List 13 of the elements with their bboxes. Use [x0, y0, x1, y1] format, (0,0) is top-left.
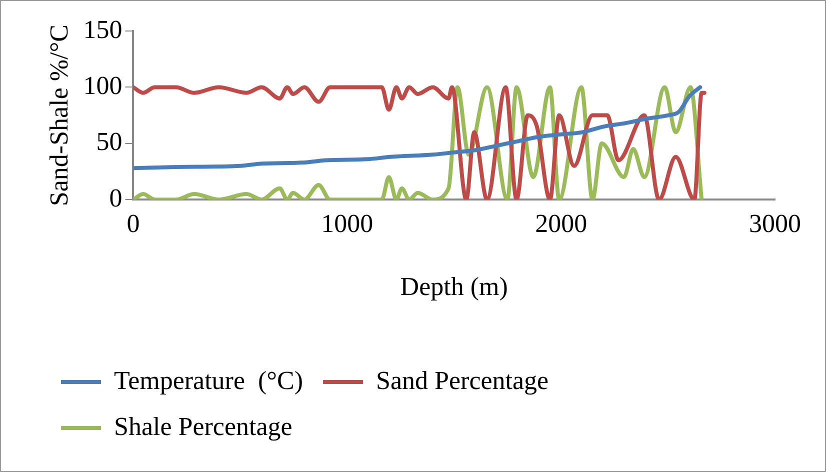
- legend-label: Shale Percentage: [114, 412, 292, 441]
- y-axis-title: Sand-Shale %/°C: [44, 24, 74, 206]
- x-axis-title: Depth (m): [400, 272, 508, 302]
- legend-label: Temperature (°C): [114, 366, 304, 395]
- y-tick-label: 100: [83, 71, 122, 100]
- line-series: [133, 85, 702, 170]
- y-tick-label: 150: [83, 14, 122, 44]
- x-tick-label: 1000: [321, 209, 374, 238]
- x-tick-label: 3000: [749, 209, 801, 238]
- legend-label: Sand Percentage: [376, 366, 549, 395]
- x-tick-label: 2000: [535, 209, 588, 238]
- y-tick-label: 50: [96, 127, 122, 156]
- y-tick-label: 0: [109, 183, 122, 212]
